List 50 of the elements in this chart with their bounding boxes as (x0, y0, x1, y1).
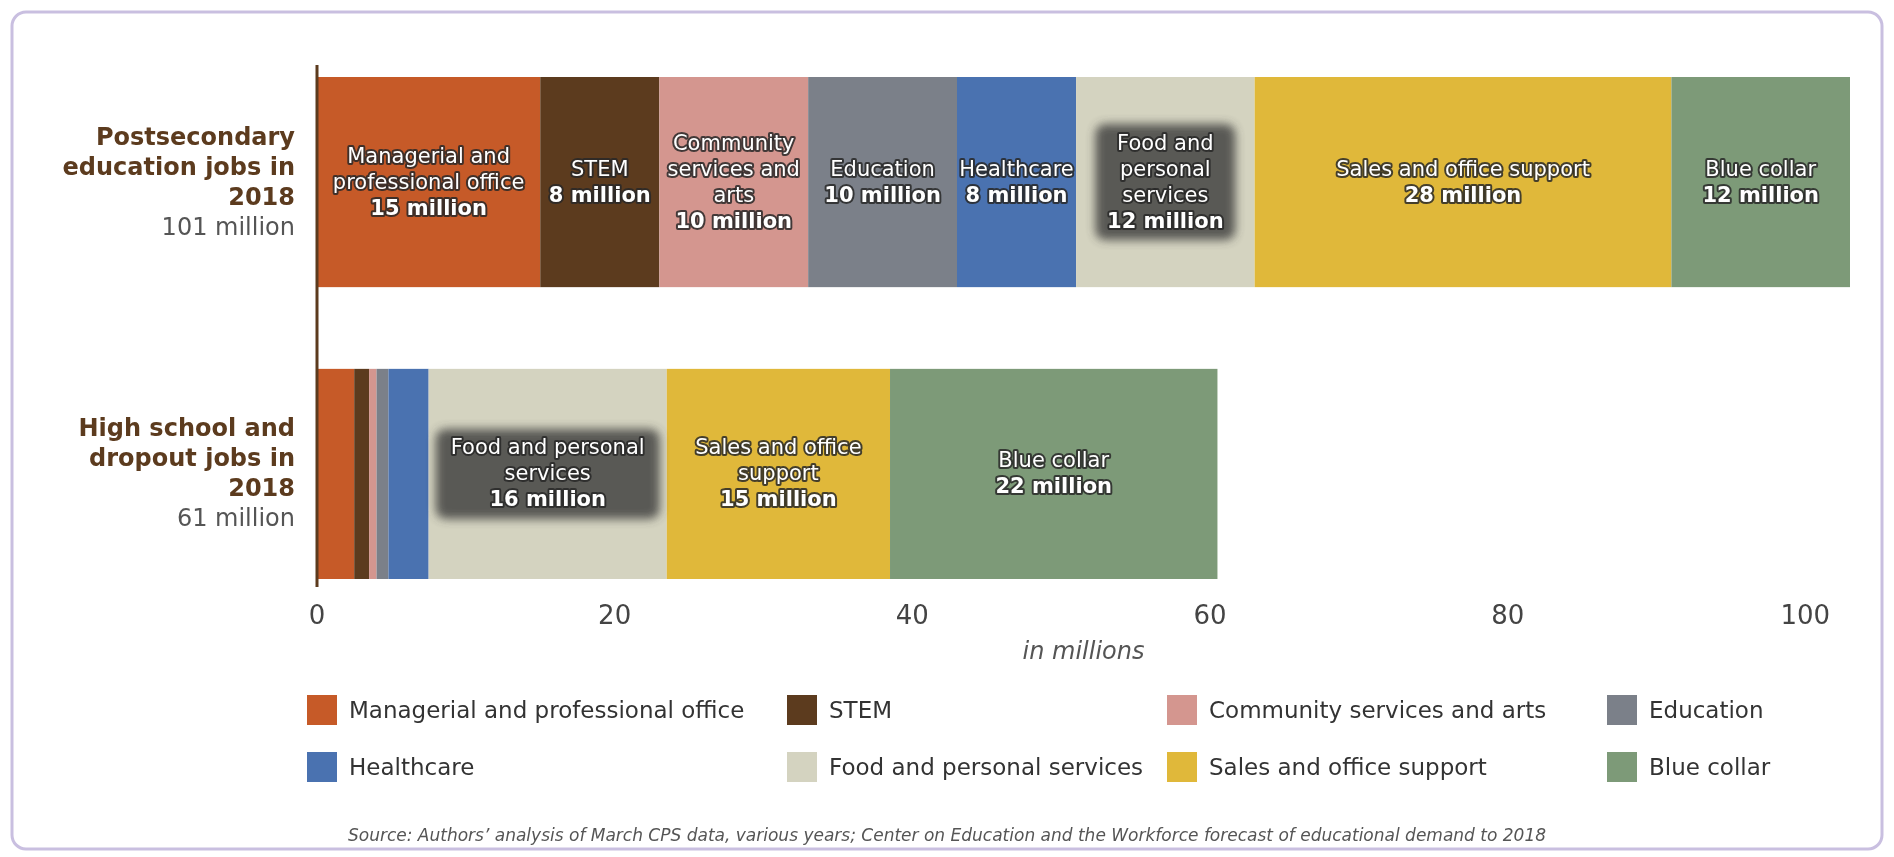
bar (890, 368, 1218, 579)
data-label: 15 million (720, 487, 837, 512)
x-tick-label: 40 (895, 600, 929, 630)
legend-label: Community services and arts (1209, 697, 1547, 723)
legend-label: Healthcare (349, 754, 475, 780)
total-label: 61 million (176, 504, 295, 533)
bar (369, 368, 377, 579)
data-label: 16 million (489, 487, 606, 512)
text: Community services and arts (667, 130, 800, 207)
bar (388, 368, 429, 579)
bar (1671, 77, 1850, 288)
legend-label: Managerial and professional office (349, 697, 745, 723)
text: Blue collar (1705, 156, 1817, 181)
data-label: 15 million (370, 195, 487, 220)
text: Managerial and professional office (332, 143, 525, 194)
data-label: 28 million (1404, 182, 1522, 207)
data-label: 22 million (995, 474, 1113, 499)
bar (354, 368, 370, 579)
bar (376, 368, 389, 579)
data-label: 12 million (1107, 208, 1224, 233)
text: Food and personal services (450, 435, 645, 486)
x-tick-label: 0 (308, 600, 326, 630)
legend-label: Food and personal services (829, 754, 1144, 780)
text: Education (830, 156, 935, 181)
source-note: Source: Authors’ analysis of March CPS data, various years; Center on Education and the Workforce forecast of educational demand to 2018 (347, 825, 1547, 845)
bar (1254, 77, 1672, 288)
x-tick-label: 20 (598, 600, 632, 630)
legend-label: Education (1649, 697, 1764, 723)
y-tick-label: High school and dropout jobs in 2018 (78, 414, 295, 503)
data-label: 8 million (965, 182, 1068, 207)
text: Sales and office support (695, 435, 862, 486)
data-label: 8 million (548, 182, 651, 207)
text: Food and personal services (1117, 130, 1214, 207)
text: STEM (571, 156, 629, 181)
x-tick-label: 80 (1491, 600, 1525, 630)
total-label: 101 million (161, 212, 295, 241)
x-axis-title: in millions (1022, 637, 1145, 665)
legend-label: STEM (829, 697, 893, 723)
legend-label: Blue collar (1649, 754, 1771, 780)
legend-label: Sales and office support (1209, 754, 1487, 780)
data-label: 12 million (1702, 182, 1819, 207)
x-tick-label: 60 (1193, 600, 1227, 630)
y-tick-label: Postsecondary education jobs in 2018 (62, 122, 296, 211)
text: Sales and office support (1336, 156, 1590, 181)
text: Healthcare (959, 156, 1074, 181)
bar (317, 368, 355, 579)
text: Blue collar (998, 448, 1110, 473)
x-tick-label: 100 (1780, 600, 1831, 630)
data-label: 10 million (675, 208, 793, 233)
data-label: 10 million (824, 182, 941, 207)
